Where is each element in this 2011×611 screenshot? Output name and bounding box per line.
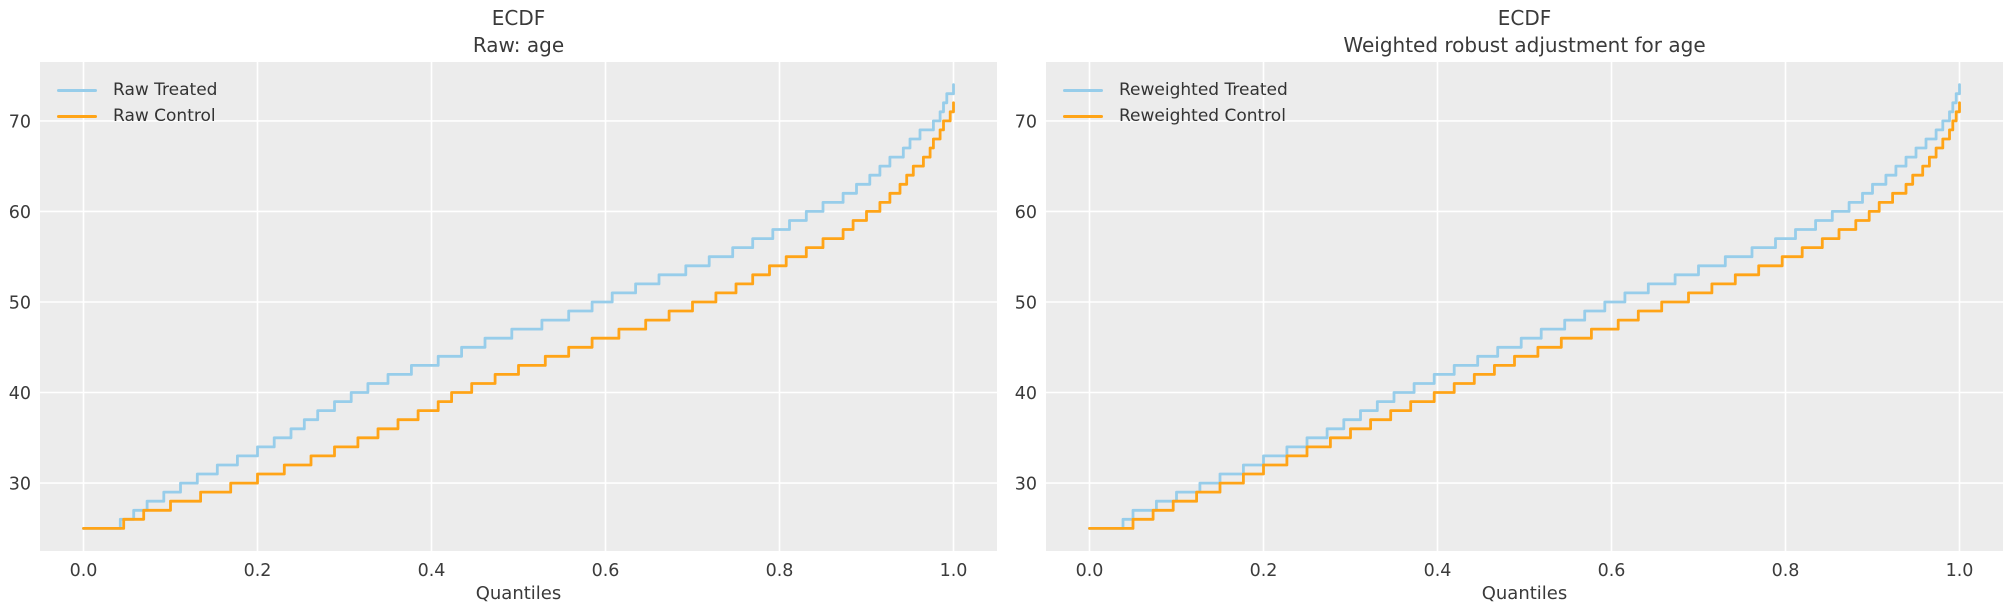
svg-text:1.0: 1.0 [940, 561, 968, 581]
svg-text:50: 50 [9, 294, 31, 314]
svg-text:0.0: 0.0 [70, 561, 98, 581]
svg-text:40: 40 [1015, 384, 1037, 404]
chart-raw-age: 0.0 0.2 0.4 0.6 0.8 1.0 30 40 50 60 70 ECDF Raw: a… [0, 0, 1005, 611]
x-axis-label-weighted: Quantiles [1481, 583, 1568, 604]
svg-text:0.4: 0.4 [418, 561, 446, 581]
x-axis-label-raw: Quantiles [475, 583, 562, 604]
legend-label-reweighted-treated: Reweighted Treated [1119, 80, 1288, 100]
reweighted-control-line-swatch [1063, 114, 1103, 118]
raw-treated-line-swatch [57, 88, 97, 92]
svg-text:50: 50 [1015, 294, 1037, 314]
legend-label-raw-control: Raw Control [113, 106, 216, 126]
chart-title-line1: ECDF [491, 6, 546, 30]
svg-text:60: 60 [1015, 203, 1037, 223]
svg-text:60: 60 [9, 203, 31, 223]
svg-text:0.8: 0.8 [1772, 561, 1800, 581]
svg-text:70: 70 [1015, 112, 1037, 132]
chart-title-line2: Raw: age [472, 33, 565, 57]
svg-text:40: 40 [9, 384, 31, 404]
svg-text:70: 70 [9, 112, 31, 132]
svg-text:0.6: 0.6 [592, 561, 620, 581]
svg-text:0.4: 0.4 [1424, 561, 1452, 581]
svg-text:0.8: 0.8 [766, 561, 794, 581]
legend-entry-raw-treated: Raw Treated [57, 77, 217, 103]
svg-text:1.0: 1.0 [1946, 561, 1974, 581]
reweighted-treated-line-swatch [1063, 88, 1103, 92]
legend-entry-reweighted-control: Reweighted Control [1063, 103, 1288, 129]
legend-entry-raw-control: Raw Control [57, 103, 217, 129]
svg-text:30: 30 [1015, 475, 1037, 495]
legend-label-raw-treated: Raw Treated [113, 80, 218, 100]
svg-text:30: 30 [9, 475, 31, 495]
chart-weighted-age: 0.0 0.2 0.4 0.6 0.8 1.0 30 40 50 60 70 ECDF Weight… [1006, 0, 2011, 611]
legend-entry-reweighted-treated: Reweighted Treated [1063, 77, 1288, 103]
svg-text:0.0: 0.0 [1076, 561, 1104, 581]
chart-title-weighted: ECDF Weighted robust adjustment for age [1046, 5, 2003, 59]
chart-title-line1: ECDF [1497, 6, 1552, 30]
legend-weighted: Reweighted Treated Reweighted Control [1063, 77, 1288, 129]
legend-raw: Raw Treated Raw Control [57, 77, 217, 129]
svg-text:0.2: 0.2 [1250, 561, 1278, 581]
weighted-age-plot-svg: 0.0 0.2 0.4 0.6 0.8 1.0 30 40 50 60 70 [1015, 62, 2003, 581]
raw-age-plot-svg: 0.0 0.2 0.4 0.6 0.8 1.0 30 40 50 60 70 [9, 62, 997, 581]
chart-title-line2: Weighted robust adjustment for age [1343, 33, 1706, 57]
chart-title-raw: ECDF Raw: age [40, 5, 997, 59]
legend-label-reweighted-control: Reweighted Control [1119, 106, 1286, 126]
svg-text:0.6: 0.6 [1598, 561, 1626, 581]
raw-control-line-swatch [57, 114, 97, 118]
svg-text:0.2: 0.2 [244, 561, 272, 581]
